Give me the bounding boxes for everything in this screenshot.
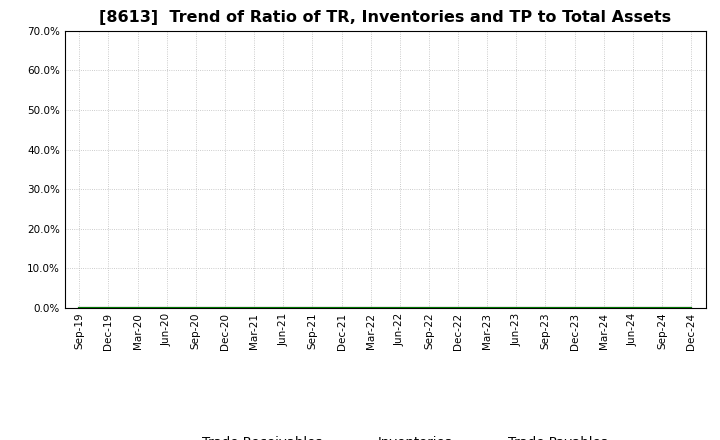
Trade Payables <box>570 305 579 311</box>
Trade Receivables <box>104 305 113 311</box>
Trade Payables <box>483 305 492 311</box>
Inventories <box>687 305 696 311</box>
Inventories <box>599 305 608 311</box>
Trade Payables <box>541 305 550 311</box>
Inventories <box>279 305 287 311</box>
Trade Payables <box>687 305 696 311</box>
Trade Receivables <box>279 305 287 311</box>
Inventories <box>570 305 579 311</box>
Inventories <box>366 305 375 311</box>
Inventories <box>220 305 229 311</box>
Trade Payables <box>629 305 637 311</box>
Trade Receivables <box>250 305 258 311</box>
Inventories <box>104 305 113 311</box>
Trade Payables <box>75 305 84 311</box>
Inventories <box>75 305 84 311</box>
Trade Receivables <box>629 305 637 311</box>
Trade Receivables <box>395 305 404 311</box>
Trade Payables <box>192 305 200 311</box>
Inventories <box>425 305 433 311</box>
Inventories <box>337 305 346 311</box>
Inventories <box>454 305 462 311</box>
Trade Payables <box>250 305 258 311</box>
Inventories <box>395 305 404 311</box>
Trade Receivables <box>425 305 433 311</box>
Trade Receivables <box>133 305 142 311</box>
Inventories <box>657 305 666 311</box>
Trade Receivables <box>366 305 375 311</box>
Trade Receivables <box>570 305 579 311</box>
Trade Receivables <box>599 305 608 311</box>
Inventories <box>483 305 492 311</box>
Trade Receivables <box>454 305 462 311</box>
Trade Receivables <box>220 305 229 311</box>
Trade Receivables <box>75 305 84 311</box>
Trade Receivables <box>308 305 317 311</box>
Trade Payables <box>454 305 462 311</box>
Trade Payables <box>308 305 317 311</box>
Trade Payables <box>337 305 346 311</box>
Trade Payables <box>163 305 171 311</box>
Inventories <box>250 305 258 311</box>
Trade Payables <box>599 305 608 311</box>
Trade Receivables <box>657 305 666 311</box>
Inventories <box>163 305 171 311</box>
Trade Receivables <box>541 305 550 311</box>
Trade Receivables <box>512 305 521 311</box>
Trade Receivables <box>483 305 492 311</box>
Inventories <box>308 305 317 311</box>
Trade Payables <box>104 305 113 311</box>
Trade Receivables <box>192 305 200 311</box>
Trade Receivables <box>163 305 171 311</box>
Trade Receivables <box>337 305 346 311</box>
Trade Receivables <box>687 305 696 311</box>
Trade Payables <box>657 305 666 311</box>
Trade Payables <box>279 305 287 311</box>
Inventories <box>192 305 200 311</box>
Trade Payables <box>425 305 433 311</box>
Inventories <box>133 305 142 311</box>
Trade Payables <box>395 305 404 311</box>
Title: [8613]  Trend of Ratio of TR, Inventories and TP to Total Assets: [8613] Trend of Ratio of TR, Inventories… <box>99 11 671 26</box>
Trade Payables <box>220 305 229 311</box>
Inventories <box>512 305 521 311</box>
Inventories <box>541 305 550 311</box>
Trade Payables <box>512 305 521 311</box>
Trade Payables <box>366 305 375 311</box>
Trade Payables <box>133 305 142 311</box>
Legend: Trade Receivables, Inventories, Trade Payables: Trade Receivables, Inventories, Trade Pa… <box>158 431 613 440</box>
Inventories <box>629 305 637 311</box>
